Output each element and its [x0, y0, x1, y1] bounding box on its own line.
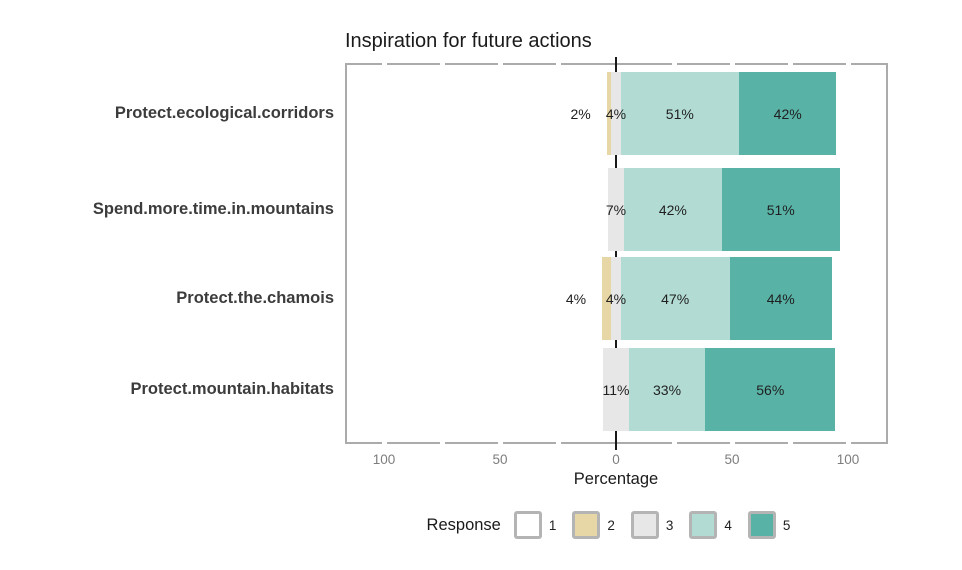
- bar-row: 11% 33% 56%: [347, 348, 886, 431]
- bar-value-label: 7%: [605, 201, 627, 218]
- axis-tick-gap: [381, 63, 387, 65]
- axis-tick-gap: [555, 63, 561, 65]
- axis-tick-gap: [787, 63, 793, 65]
- axis-tick-gap: [845, 442, 851, 444]
- x-tick-label: 100: [372, 452, 396, 467]
- bar-value-label: 51%: [766, 201, 795, 218]
- legend-item-response-2: 2: [572, 511, 631, 539]
- bar-segment-response-4: [620, 72, 739, 155]
- axis-tick-gap: [671, 442, 677, 444]
- bar-value-label: 44%: [766, 290, 795, 307]
- bar-value-label: 47%: [661, 290, 690, 307]
- category-label: Protect.ecological.corridors: [114, 104, 334, 122]
- axis-tick-gap: [381, 442, 387, 444]
- bar-segment-response-5: [738, 72, 837, 155]
- legend-swatch-icon: [747, 511, 776, 539]
- bar-segment-response-3: [603, 348, 629, 431]
- legend-value-label: 1: [548, 517, 557, 533]
- axis-tick-gap: [787, 442, 793, 444]
- bar-segment-response-4: [624, 168, 722, 251]
- chart-title: Inspiration for future actions: [345, 30, 592, 52]
- bar-value-label: 42%: [773, 105, 802, 122]
- bar-row: 4% 4% 47% 44%: [347, 257, 886, 340]
- legend-swatch-icon: [513, 511, 542, 539]
- category-label: Protect.mountain.habitats: [130, 380, 334, 398]
- zero-reference-line: [615, 57, 617, 450]
- legend-value-label: 3: [665, 517, 674, 533]
- chart-panel: 2% 4% 51% 42% 7% 42% 51% 4% 4% 47% 44% 11% 33% 56%: [345, 57, 888, 450]
- legend-item-response-5: 5: [747, 511, 807, 539]
- legend-value-label: 5: [782, 517, 791, 533]
- bar-value-label: 33%: [653, 381, 682, 398]
- bar-segment-response-4: [620, 257, 730, 340]
- x-tick-label: 100: [836, 452, 860, 467]
- bar-value-label: 51%: [665, 105, 694, 122]
- bar-row: 2% 4% 51% 42%: [347, 72, 886, 155]
- legend-swatch-icon: [689, 511, 718, 539]
- bar-value-label: 56%: [756, 381, 785, 398]
- axis-tick-gap: [497, 442, 503, 444]
- bar-segment-response-2: [602, 257, 612, 340]
- axis-tick-gap: [671, 63, 677, 65]
- bar-segment-response-3: [611, 257, 621, 340]
- legend-swatch-icon: [630, 511, 659, 539]
- axis-tick-gap: [439, 442, 445, 444]
- legend-value-label: 2: [607, 517, 615, 533]
- bar-row: 7% 42% 51%: [347, 168, 886, 251]
- axis-tick-gap: [555, 442, 561, 444]
- legend-item-response-3: 3: [630, 511, 690, 539]
- bar-value-label: 4%: [605, 290, 627, 307]
- x-axis-tick-labels: 100 50 0 50 100: [0, 452, 962, 470]
- bar-segment-response-5: [705, 348, 836, 431]
- axis-tick-gap: [497, 63, 503, 65]
- bar-segment-response-5: [729, 257, 832, 340]
- axis-tick-gap: [845, 63, 851, 65]
- bar-value-label: 4%: [605, 105, 627, 122]
- axis-tick-gap: [729, 442, 735, 444]
- x-axis-title: Percentage: [573, 470, 659, 488]
- category-label: Spend.more.time.in.mountains: [92, 200, 334, 218]
- bar-value-label: 4%: [565, 290, 587, 307]
- bar-value-label: 42%: [658, 201, 687, 218]
- x-tick-label: 50: [492, 452, 508, 467]
- category-label: Protect.the.chamois: [176, 289, 334, 307]
- legend-swatch-icon: [572, 511, 601, 539]
- bar-value-label: 2%: [570, 105, 591, 122]
- bar-segment-response-3: [611, 72, 621, 155]
- legend-value-label: 4: [724, 517, 732, 533]
- bar-segment-response-4: [628, 348, 706, 431]
- chart-legend: Response 1 2 3 4 5: [345, 509, 888, 541]
- legend-item-response-4: 4: [689, 511, 748, 539]
- bar-segment-response-5: [721, 168, 840, 251]
- x-tick-label: 50: [724, 452, 740, 467]
- bar-segment-response-2: [606, 72, 612, 155]
- bar-segment-response-3: [607, 168, 625, 251]
- x-tick-label: 0: [612, 452, 620, 467]
- axis-tick-gap: [729, 63, 735, 65]
- category-axis-labels: Protect.ecological.corridors Spend.more.t…: [0, 65, 340, 442]
- axis-tick-gap: [439, 63, 445, 65]
- legend-title: Response: [426, 515, 501, 534]
- legend-item-response-1: 1: [513, 511, 573, 539]
- bar-value-label: 11%: [602, 381, 630, 398]
